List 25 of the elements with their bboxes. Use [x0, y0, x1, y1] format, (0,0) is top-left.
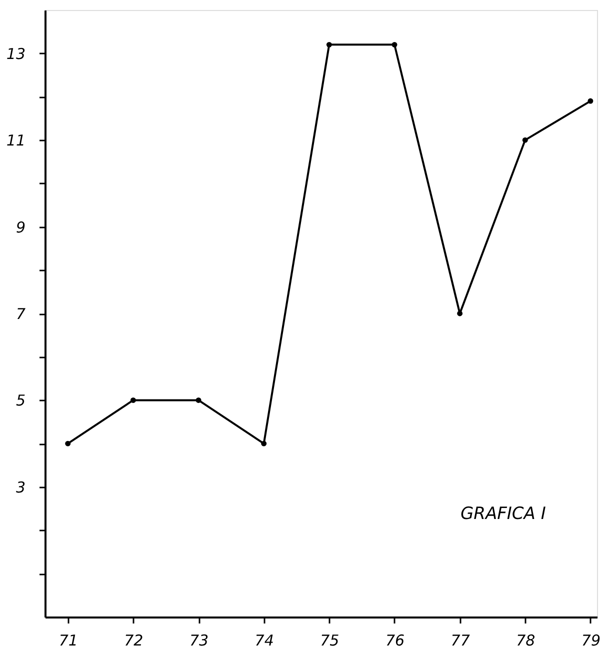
y-tick-label: 5 [16, 392, 26, 410]
point [522, 137, 528, 143]
y-tick-label: 7 [16, 305, 26, 323]
y-tick-label: 13 [6, 44, 26, 63]
point [261, 440, 267, 446]
x-tick-label: 73 [189, 632, 209, 650]
point [326, 42, 332, 48]
x-tick-label: 77 [450, 632, 470, 650]
x-tick-label: 72 [124, 632, 144, 650]
x-tick-label: 74 [254, 632, 274, 650]
x-tick-label: 79 [581, 632, 601, 650]
y-tick-label: 3 [16, 478, 26, 496]
point [65, 440, 71, 446]
x-tick-label: 76 [385, 632, 405, 650]
point [130, 397, 136, 403]
y-tick-label: 9 [16, 218, 26, 236]
y-tick-label: 11 [6, 132, 26, 150]
x-tick-label: 75 [320, 632, 340, 650]
point [196, 397, 202, 403]
point [588, 98, 594, 104]
point [392, 42, 398, 48]
point [457, 310, 463, 316]
annotation: GRAFICA I [460, 504, 546, 524]
x-tick-label: 71 [58, 632, 78, 650]
x-tick-label: 78 [516, 632, 536, 650]
